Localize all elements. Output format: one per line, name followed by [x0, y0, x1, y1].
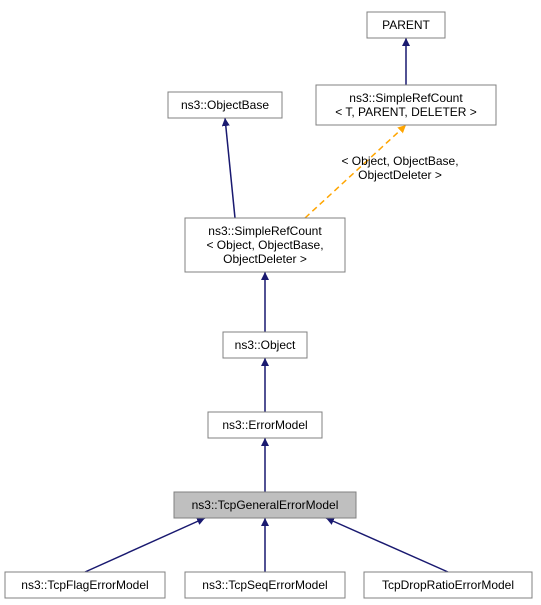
node-label: ns3::TcpSeqErrorModel [202, 578, 327, 592]
node-errorModel: ns3::ErrorModel [208, 412, 322, 438]
node-parent: PARENT [367, 12, 445, 38]
edge-tcpDropRatio-to-tcpGeneral [326, 518, 448, 572]
node-label: ns3::Object [235, 338, 296, 352]
edge-srcObj-to-objectBase [225, 118, 235, 218]
node-label: ns3::SimpleRefCount [349, 91, 463, 105]
edge-label: ObjectDeleter > [358, 168, 442, 182]
inheritance-diagram: < Object, ObjectBase,ObjectDeleter >PARE… [0, 0, 541, 605]
node-label: ns3::ObjectBase [181, 98, 269, 112]
node-label: TcpDropRatioErrorModel [382, 578, 514, 592]
node-tcpSeq: ns3::TcpSeqErrorModel [185, 572, 345, 598]
node-object: ns3::Object [223, 332, 307, 358]
node-label: ns3::TcpGeneralErrorModel [192, 498, 339, 512]
node-label: PARENT [382, 18, 430, 32]
node-tcpGeneral: ns3::TcpGeneralErrorModel [174, 492, 356, 518]
node-label: < Object, ObjectBase, [206, 238, 323, 252]
edge-label: < Object, ObjectBase, [341, 154, 458, 168]
node-tcpFlag: ns3::TcpFlagErrorModel [5, 572, 165, 598]
node-srcT: ns3::SimpleRefCount< T, PARENT, DELETER … [316, 85, 496, 125]
node-label: ns3::TcpFlagErrorModel [21, 578, 148, 592]
node-label: ns3::SimpleRefCount [208, 224, 322, 238]
node-objectBase: ns3::ObjectBase [168, 92, 282, 118]
node-label: ObjectDeleter > [223, 252, 307, 266]
node-label: ns3::ErrorModel [222, 418, 307, 432]
node-srcObj: ns3::SimpleRefCount< Object, ObjectBase,… [185, 218, 345, 272]
node-label: < T, PARENT, DELETER > [335, 105, 477, 119]
edge-tcpFlag-to-tcpGeneral [85, 518, 205, 572]
node-tcpDropRatio: TcpDropRatioErrorModel [364, 572, 532, 598]
